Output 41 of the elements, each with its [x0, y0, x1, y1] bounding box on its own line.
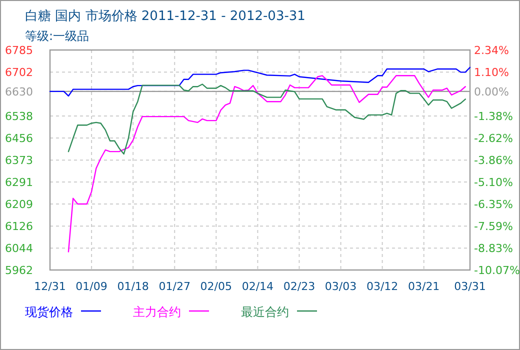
chart-title: 白糖 国内 市场价格 2011-12-31 - 2012-03-31	[25, 9, 306, 24]
y2-tick-label: 1.10%	[474, 66, 509, 79]
y-tick-label: 6456	[5, 132, 33, 145]
y2-tick-label: -5.10%	[474, 176, 513, 189]
y-tick-label: 6630	[5, 85, 33, 98]
y2-tick-label: -2.62%	[474, 132, 513, 145]
y-tick-label: 6044	[5, 242, 33, 256]
y-tick-label: 6209	[5, 198, 33, 211]
y2-tick-label: -3.86%	[474, 154, 513, 167]
x-tick-label: 03/21	[408, 280, 440, 293]
line-series	[68, 75, 466, 252]
y2-tick-label: -10.07%	[474, 264, 520, 277]
x-tick-label: 12/31	[34, 280, 66, 293]
x-tick-label: 01/27	[158, 280, 190, 293]
y2-tick-label: -7.59%	[474, 220, 513, 234]
y2-tick-label: 2.34%	[474, 44, 509, 57]
chart-subtitle: 等级:一级品	[25, 29, 90, 43]
y-tick-label: 6373	[5, 154, 33, 168]
x-tick-label: 02/14	[242, 280, 274, 293]
x-tick-label: 03/12	[366, 280, 398, 293]
x-tick-label: 01/18	[117, 280, 149, 293]
legend-label: 最近合约	[241, 305, 289, 319]
x-tick-label: 03/31	[454, 280, 486, 293]
y2-tick-label: 0.00%	[474, 85, 509, 98]
x-tick-label: 01/09	[76, 280, 108, 293]
y-tick-label: 6291	[5, 176, 33, 190]
x-tick-label: 03/03	[324, 280, 357, 293]
y-tick-label: 6702	[5, 66, 33, 80]
legend-label: 主力合约	[133, 305, 181, 319]
y2-tick-label: -6.35%	[474, 198, 513, 212]
x-tick-label: 02/05	[200, 280, 232, 293]
y-tick-label: 5962	[5, 264, 33, 277]
y-tick-label: 6126	[5, 220, 33, 234]
y-tick-label: 6538	[5, 110, 33, 124]
x-tick-label: 02/23	[283, 280, 316, 293]
y-tick-label: 6785	[5, 44, 33, 57]
legend-label: 现货价格	[25, 305, 73, 319]
y2-tick-label: -1.38%	[474, 110, 513, 123]
line-series	[68, 84, 466, 155]
y2-tick-label: -8.83%	[474, 242, 513, 256]
line-series	[49, 66, 471, 97]
